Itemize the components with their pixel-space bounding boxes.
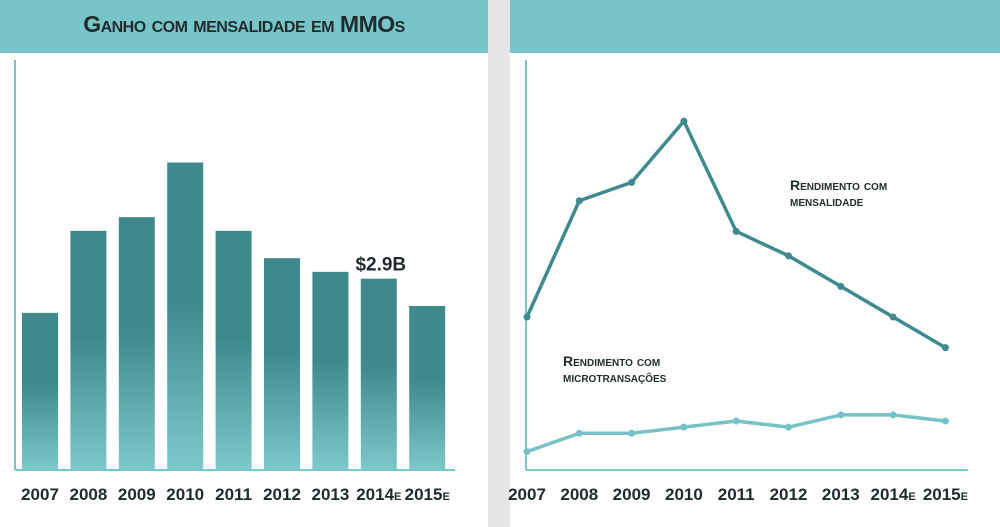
series-0-point-2010	[680, 117, 688, 125]
bar-2013	[312, 271, 349, 470]
bar-value-callout: $2.9B	[355, 255, 406, 276]
series-1-point-2012	[785, 423, 792, 431]
x-tick-label-2010: 2010	[166, 485, 204, 504]
bar-2009	[118, 217, 155, 470]
series-1-point-2014	[889, 411, 897, 419]
x-tick-label-2009: 2009	[118, 485, 156, 504]
series-0-point-2007	[523, 313, 531, 321]
chart-title: Ganho com mensalidade em MMOs	[83, 11, 405, 37]
right-chart-header	[510, 0, 1000, 53]
series-label-1-line-1: microtransações	[563, 369, 667, 385]
x-tick-label-right-2008: 2008	[560, 485, 598, 504]
series-1-point-2013	[837, 411, 845, 419]
x-tick-label-right-2015: 2015E	[923, 485, 968, 504]
series-0-point-2013	[837, 282, 845, 290]
series-label-0-line-0: Rendimento com	[790, 177, 887, 193]
series-1-point-2009	[628, 429, 636, 437]
x-tick-label-right-2013: 2013	[822, 485, 860, 504]
x-tick-label-2008: 2008	[69, 485, 107, 504]
bar-2008	[70, 230, 107, 470]
x-tick-label-2013: 2013	[311, 485, 349, 504]
bar-chart: 2007 2008 2009 2010 2011 2012 2013 2014E $2.9B 20…	[14, 60, 455, 504]
left-chart-panel: Ganho com mensalidade em MMOs 2007 2008 20…	[0, 0, 488, 527]
bar-2011	[215, 230, 252, 470]
x-tick-label-2011: 2011	[215, 485, 252, 504]
series-1-point-2015	[941, 417, 949, 425]
series-0-point-2011	[732, 227, 740, 235]
series-0-point-2014	[889, 313, 897, 321]
series-1-point-2011	[732, 417, 740, 425]
series-1-point-2007	[523, 448, 531, 456]
series-0-point-2015	[941, 344, 949, 352]
x-tick-label-right-2014: 2014E	[871, 485, 916, 504]
bar-2015	[409, 306, 446, 470]
x-tick-label-right-2012: 2012	[770, 485, 808, 504]
x-tick-label-2007: 2007	[21, 485, 59, 504]
series-0-point-2012	[785, 252, 792, 260]
x-tick-label-2014: 2014E	[356, 485, 401, 504]
bar-2012	[264, 258, 300, 470]
series-label-1-line-0: Rendimento com	[563, 353, 660, 369]
right-chart-panel: Rendimento com mensalidade Rendimento com m…	[508, 0, 1000, 527]
x-tick-label-right-2009: 2009	[613, 485, 651, 504]
bar-2007	[22, 312, 58, 470]
x-tick-label-right-2011: 2011	[718, 485, 755, 504]
x-tick-label-right-2010: 2010	[665, 485, 703, 504]
bar-2014	[360, 278, 397, 470]
left-chart-header: Ganho com mensalidade em MMOs	[0, 0, 488, 53]
x-tick-label-2015: 2015E	[405, 485, 450, 504]
series-1-point-2010	[680, 423, 688, 431]
x-tick-label-2012: 2012	[263, 485, 301, 504]
x-tick-label-right-2007: 2007	[508, 485, 546, 504]
series-label-0-line-1: mensalidade	[790, 193, 864, 209]
series-0-point-2008	[575, 197, 583, 205]
bar-2010	[167, 162, 204, 470]
series-1-point-2008	[575, 429, 583, 437]
series-0-point-2009	[628, 178, 636, 186]
